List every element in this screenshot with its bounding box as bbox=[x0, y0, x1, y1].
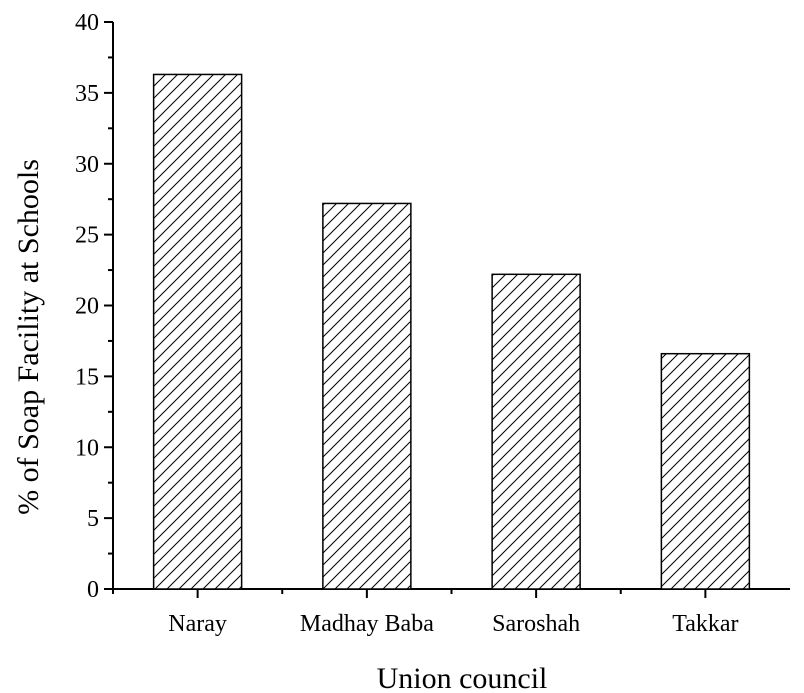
x-axis-title: Union council bbox=[377, 662, 548, 693]
bar-saroshah bbox=[491, 273, 581, 590]
x-tick-label: Saroshah bbox=[492, 611, 580, 637]
y-tick-label: 30 bbox=[75, 152, 99, 178]
y-tick-label: 40 bbox=[75, 10, 99, 36]
x-tick-label: Madhay Baba bbox=[300, 611, 434, 637]
y-tick-label: 25 bbox=[75, 223, 99, 249]
y-tick-label: 20 bbox=[75, 294, 99, 320]
x-tick-label: Takkar bbox=[672, 611, 738, 637]
bar-naray bbox=[152, 73, 243, 590]
y-tick-label: 0 bbox=[87, 577, 99, 603]
y-tick-label: 35 bbox=[75, 81, 99, 107]
bars bbox=[152, 73, 751, 590]
x-axis: Naray Madhay Baba Saroshah Takkar bbox=[112, 589, 739, 637]
bar-takkar bbox=[660, 352, 751, 590]
y-axis-title: % of Soap Facility at Schools bbox=[12, 159, 45, 515]
y-tick-label: 5 bbox=[87, 506, 99, 532]
x-tick-label: Naray bbox=[168, 611, 227, 637]
y-tick-label: 15 bbox=[75, 364, 99, 390]
y-tick-label: 10 bbox=[75, 435, 99, 461]
bar-madhay-baba bbox=[322, 202, 412, 590]
y-axis: 0 5 10 15 20 25 30 35 40 bbox=[75, 10, 113, 603]
